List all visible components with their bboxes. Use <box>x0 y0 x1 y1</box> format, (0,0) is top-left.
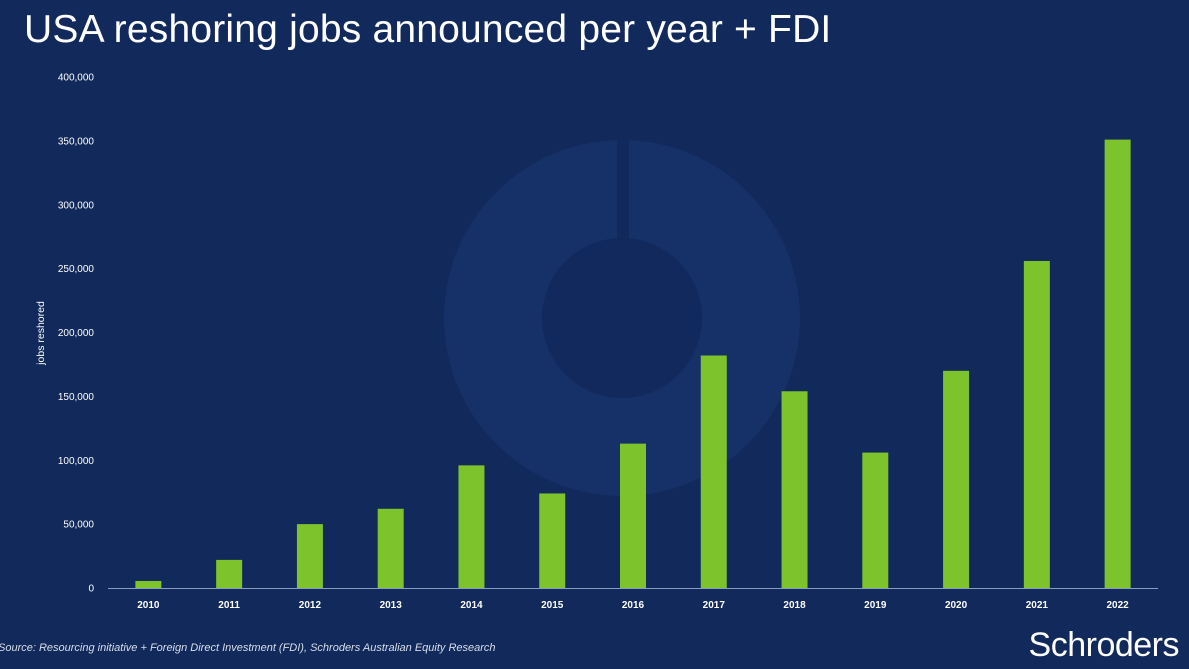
schroders-logo: Schroders <box>1028 626 1180 664</box>
bar-2015 <box>539 493 566 588</box>
bar-2014 <box>458 465 485 588</box>
x-tick-label: 2017 <box>703 600 726 611</box>
y-tick-label: 300,000 <box>58 200 95 211</box>
y-tick-label: 200,000 <box>58 328 95 339</box>
y-tick-label: 0 <box>88 584 94 595</box>
bar-2017 <box>700 355 727 588</box>
x-tick-label: 2021 <box>1026 600 1049 611</box>
bar-2012 <box>296 524 323 588</box>
y-tick-label: 150,000 <box>58 392 95 403</box>
y-tick-label: 100,000 <box>58 456 95 467</box>
bar-2016 <box>620 443 646 588</box>
x-tick-label: 2016 <box>622 600 645 611</box>
x-tick-label: 2022 <box>1106 600 1129 611</box>
x-tick-label: 2013 <box>380 600 403 611</box>
bar-2019 <box>862 452 889 588</box>
x-axis: 2010 2011 2012 2013 2014 2015 2016 2017 2018 2019… <box>108 588 1158 611</box>
bar-2010 <box>135 580 162 588</box>
bar-2022 <box>1104 139 1131 588</box>
y-axis: 0 50,000 100,000 150,000 200,000 250,000 300,0… <box>58 73 95 595</box>
x-tick-label: 2011 <box>218 600 240 611</box>
y-tick-label: 350,000 <box>58 136 95 147</box>
source-note: Source: Resourcing initiative + Foreign … <box>0 642 496 654</box>
x-tick-label: 2018 <box>783 600 806 611</box>
x-tick-label: 2010 <box>137 600 160 611</box>
bar-2020 <box>943 370 970 588</box>
y-tick-label: 250,000 <box>58 264 95 275</box>
y-axis-label: jobs reshored <box>35 301 47 366</box>
x-tick-label: 2015 <box>541 600 564 611</box>
x-tick-label: 2012 <box>299 600 322 611</box>
bars <box>135 139 1131 588</box>
y-tick-label: 400,000 <box>58 73 95 84</box>
x-tick-label: 2014 <box>460 600 483 611</box>
bar-2011 <box>216 559 243 588</box>
chart-title: USA reshoring jobs announced per year + … <box>24 8 832 51</box>
x-tick-label: 2019 <box>864 600 887 611</box>
bar-2013 <box>377 508 404 588</box>
y-tick-label: 50,000 <box>63 520 94 531</box>
bar-2021 <box>1023 260 1050 588</box>
bar-2018 <box>781 391 808 588</box>
x-tick-label: 2020 <box>945 600 968 611</box>
